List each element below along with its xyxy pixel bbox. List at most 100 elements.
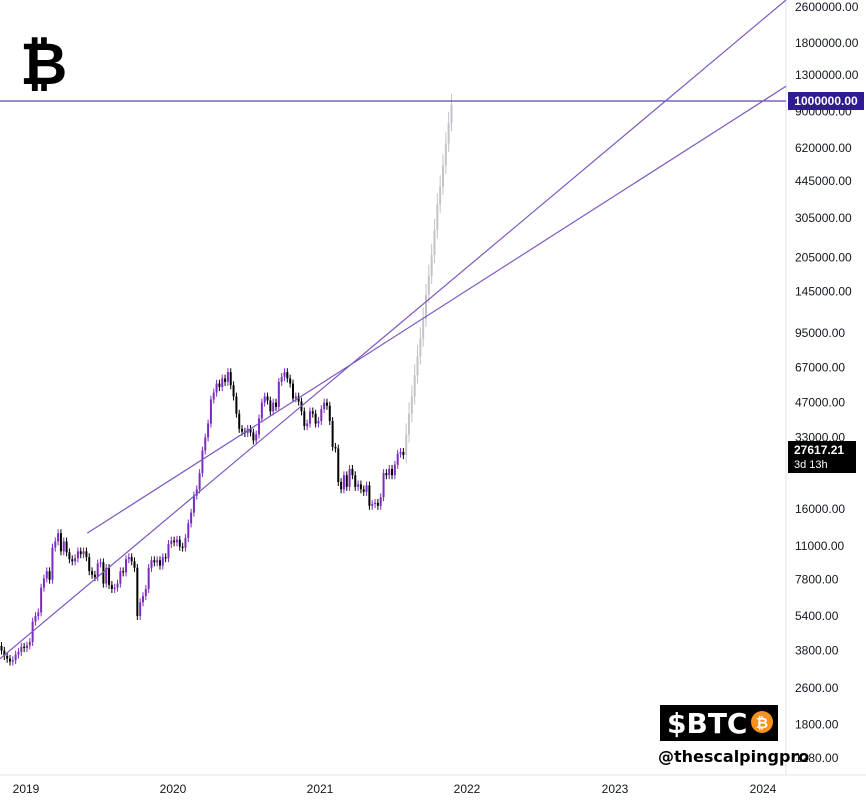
candle-body (334, 446, 337, 449)
trendline-lower[interactable] (0, 0, 787, 660)
candle-body (325, 402, 328, 406)
candle-body (212, 392, 215, 400)
candle-body (74, 558, 77, 562)
bitcoin-logo-icon: ₿ (20, 30, 67, 98)
candle-body (85, 551, 88, 558)
projection-candle (416, 356, 419, 376)
price-tick-label: 1300000.00 (795, 68, 859, 82)
btc-coin-symbol: ₿ (756, 714, 768, 732)
lines-layer (0, 0, 787, 660)
projection-candle (436, 204, 439, 231)
candle-body (297, 396, 300, 402)
candle-body (136, 567, 139, 616)
candle-body (184, 538, 187, 548)
price-tick-label: 3800.00 (795, 644, 839, 658)
candle-body (374, 502, 377, 505)
candle-body (294, 396, 297, 399)
price-tick-label: 1280.00 (795, 751, 839, 765)
time-axis[interactable]: 2019 2020 2021 2022 2023 2024 (13, 782, 777, 796)
candle-body (158, 560, 161, 566)
candle-body (122, 571, 125, 573)
candle-body (23, 646, 26, 649)
candle-body (379, 497, 382, 506)
trendline-upper[interactable] (86, 85, 787, 534)
candle-body (308, 411, 311, 424)
price-tick-label: 620000.00 (795, 141, 852, 155)
candle-body (249, 428, 252, 433)
last-price-tag: 27617.21 3d 13h (788, 441, 856, 473)
candle-body (283, 372, 286, 377)
candle-body (40, 587, 43, 613)
candle-body (320, 409, 323, 421)
projection-candle (430, 254, 433, 276)
candle-body (286, 372, 289, 379)
candle-body (340, 482, 343, 490)
candle-body (20, 646, 23, 652)
candle-body (198, 473, 201, 490)
projection-candle (439, 186, 442, 205)
candle-body (235, 396, 238, 414)
candle-body (396, 453, 399, 465)
candle-body (362, 489, 365, 492)
btc-badge: $BTC ₿ @thescalpingpro (656, 705, 809, 769)
price-tick-label: 33000.00 (795, 430, 845, 444)
time-tick-label: 2021 (307, 782, 334, 796)
projection-candle (413, 375, 416, 397)
plot-area[interactable] (0, 0, 786, 775)
candle-body (195, 489, 198, 496)
candle-body (260, 402, 263, 419)
candle-body (258, 418, 261, 435)
candle-body (113, 587, 116, 589)
candle-body (209, 399, 212, 424)
candle-body (150, 560, 153, 568)
btc-coin-icon (751, 711, 773, 733)
projection-candle (441, 165, 444, 187)
price-tick-label: 145000.00 (795, 284, 852, 298)
candle-body (34, 615, 37, 622)
candle-body (226, 372, 229, 382)
candle-body (306, 423, 309, 427)
candle-body (28, 641, 31, 646)
projection-candle (422, 318, 425, 339)
candle-body (14, 654, 17, 661)
candle-body (277, 381, 280, 407)
candle-body (144, 588, 147, 597)
candle-body (45, 571, 48, 579)
price-tick-label: 1800000.00 (795, 36, 859, 50)
candle-body (266, 396, 269, 401)
price-axis[interactable]: 2600000.001800000.001300000.00900000.006… (795, 0, 859, 765)
candle-body (252, 432, 255, 441)
projection-candle (433, 230, 436, 255)
candle-body (207, 423, 210, 438)
candle-body (385, 473, 388, 476)
candle-body (393, 464, 396, 476)
price-tick-label: 5400.00 (795, 609, 839, 623)
candle-body (173, 540, 176, 543)
candle-body (337, 448, 340, 483)
candle-body (238, 413, 241, 429)
candle-body (96, 563, 99, 578)
price-tick-label: 47000.00 (795, 396, 845, 410)
candle-body (130, 557, 133, 562)
candle-body (108, 567, 111, 585)
projection-candle (447, 123, 450, 144)
candle-body (79, 551, 82, 555)
time-tick-label: 2024 (750, 782, 777, 796)
candle-body (291, 383, 294, 399)
candle-body (357, 484, 360, 487)
projection-candle (444, 143, 447, 166)
candle-body (25, 645, 28, 649)
candle-body (399, 451, 402, 454)
candle-body (17, 651, 20, 655)
candle-body (255, 434, 258, 441)
candle-body (348, 468, 351, 487)
candle-body (371, 504, 374, 506)
candle-body (218, 383, 221, 388)
price-tick-label: 16000.00 (795, 502, 845, 516)
candle-body (331, 420, 334, 447)
candle-body (232, 385, 235, 397)
candle-body (181, 546, 184, 548)
time-tick-label: 2023 (602, 782, 629, 796)
btc-badge-handle-background (656, 743, 778, 769)
candle-body (215, 383, 218, 393)
